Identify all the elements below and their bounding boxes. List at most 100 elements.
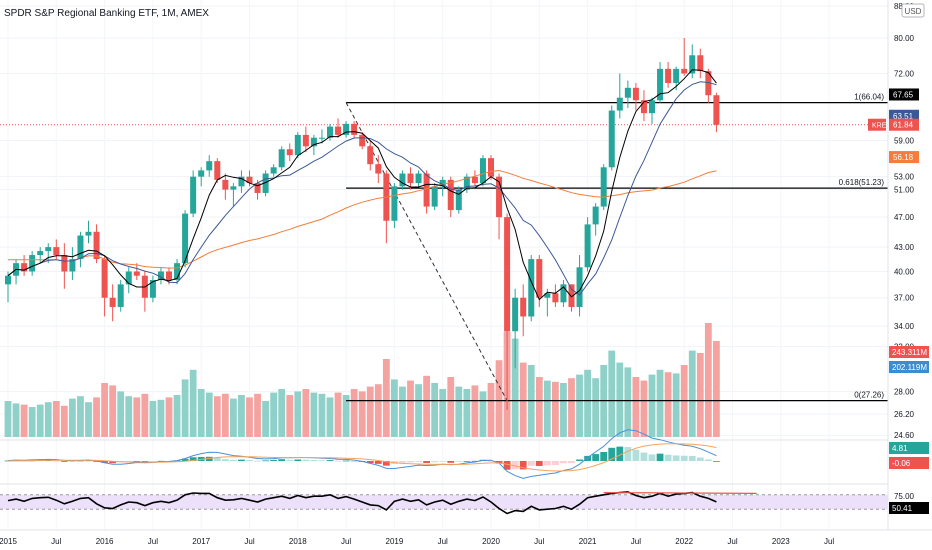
candle-body bbox=[166, 271, 172, 281]
candle-body bbox=[657, 68, 664, 101]
macd-histogram-bar bbox=[455, 461, 463, 462]
volume-bar bbox=[535, 377, 543, 437]
volume-bar bbox=[262, 401, 269, 437]
macd-histogram-bar bbox=[648, 454, 656, 461]
macd-histogram-bar bbox=[511, 461, 519, 470]
candle-body bbox=[536, 259, 543, 298]
time-tick-label: 2016 bbox=[96, 537, 114, 546]
time-tick-label: 2023 bbox=[772, 537, 790, 546]
volume-bar bbox=[688, 350, 696, 437]
candle-body bbox=[568, 284, 575, 307]
candle-body bbox=[359, 134, 366, 147]
time-tick-label: Jul bbox=[148, 537, 158, 546]
currency-label: USD bbox=[905, 7, 922, 16]
macd-histogram-bar bbox=[133, 461, 141, 462]
macd-signal-tag-bg bbox=[889, 457, 929, 469]
macd-histogram-bar bbox=[318, 460, 326, 462]
candle-body bbox=[649, 100, 655, 114]
macd-histogram-bar bbox=[600, 452, 608, 461]
volume-bar bbox=[294, 391, 302, 437]
volume-bar bbox=[221, 393, 229, 437]
candle-body bbox=[375, 164, 382, 174]
price-axis: 88.0080.0072.0059.0053.0051.0047.0043.00… bbox=[887, 0, 915, 530]
rsi-line bbox=[7, 491, 717, 515]
time-tick-label: 2015 bbox=[0, 537, 17, 546]
volume-bar bbox=[560, 383, 567, 437]
candle-body bbox=[21, 263, 28, 272]
volume-bar bbox=[310, 392, 318, 437]
macd-histogram-bar bbox=[680, 455, 688, 461]
volume-bar bbox=[326, 397, 334, 437]
currency-badge[interactable]: USD bbox=[901, 3, 925, 18]
volume-bar bbox=[519, 362, 527, 437]
macd-histogram-bar bbox=[439, 461, 447, 462]
candle-body bbox=[318, 137, 325, 139]
macd-line bbox=[7, 429, 717, 479]
volume-bar bbox=[109, 385, 117, 437]
volume-bar bbox=[568, 378, 575, 437]
macd-histogram-bar bbox=[423, 461, 430, 463]
macd-histogram-bar bbox=[560, 461, 567, 464]
volume-bar bbox=[704, 323, 712, 437]
rsi-pane: 75.00 bbox=[0, 483, 915, 515]
candle-body bbox=[222, 179, 229, 190]
macd-histogram-bar bbox=[382, 461, 390, 466]
volume-bar bbox=[672, 373, 680, 437]
moving-averages-layer bbox=[7, 69, 717, 301]
macd-histogram-bar bbox=[189, 457, 197, 461]
macd-histogram-bar bbox=[342, 460, 350, 462]
volume-bar bbox=[93, 397, 100, 437]
volume-bar bbox=[713, 341, 720, 437]
candles-layer bbox=[5, 38, 720, 411]
volume-bar bbox=[141, 393, 149, 437]
macd-histogram-bar bbox=[656, 453, 664, 461]
ma-short-tag-bg bbox=[889, 88, 919, 101]
macd-histogram-bar bbox=[713, 461, 720, 462]
macd-histogram-bar bbox=[181, 458, 189, 461]
time-tick-label: Jul bbox=[51, 537, 61, 546]
price-tick-label: 80.00 bbox=[894, 34, 915, 43]
candle-body bbox=[125, 271, 132, 285]
candle-body bbox=[608, 110, 615, 168]
time-tick-label: Jul bbox=[824, 537, 834, 546]
candle-body bbox=[665, 68, 672, 83]
candle-body bbox=[238, 176, 245, 187]
time-tick-label: 2018 bbox=[289, 537, 307, 546]
candle-body bbox=[270, 167, 277, 174]
candle-body bbox=[174, 263, 181, 281]
candle-body bbox=[439, 179, 446, 187]
volume-bar bbox=[382, 359, 390, 437]
volume-bar bbox=[334, 392, 342, 437]
macd-histogram-bar bbox=[109, 461, 117, 464]
volume-bar bbox=[415, 384, 422, 437]
macd-histogram-bar bbox=[278, 459, 286, 461]
macd-histogram-bar bbox=[576, 459, 583, 461]
candle-body bbox=[488, 158, 494, 177]
macd-histogram-bar bbox=[125, 461, 133, 462]
candle-body bbox=[69, 259, 76, 272]
volume-bar bbox=[463, 389, 471, 437]
volume-bar bbox=[664, 372, 672, 437]
candle-body bbox=[246, 176, 253, 184]
volume-bar bbox=[455, 386, 463, 437]
volume-bar bbox=[12, 403, 20, 437]
macd-histogram-bar bbox=[262, 460, 269, 462]
time-tick-label: 2022 bbox=[675, 537, 693, 546]
rsi-value-tag-bg bbox=[889, 502, 929, 514]
rsi-value-tag: 50.41 bbox=[892, 504, 913, 513]
volume-bar bbox=[391, 379, 398, 437]
time-tick-label: 2021 bbox=[579, 537, 597, 546]
ma-short-line bbox=[7, 69, 717, 301]
macd-histogram-bar bbox=[334, 460, 342, 462]
macd-histogram-bar bbox=[592, 454, 600, 461]
candle-body bbox=[520, 297, 527, 317]
macd-signal-line bbox=[7, 443, 717, 472]
candle-body bbox=[37, 251, 44, 256]
candle-body bbox=[624, 87, 631, 98]
volume-bar bbox=[656, 369, 664, 437]
macd-histogram-bar bbox=[407, 461, 414, 463]
candle-body bbox=[190, 176, 197, 214]
ma-mid-line bbox=[7, 81, 717, 296]
macd-histogram-bar bbox=[431, 461, 439, 463]
